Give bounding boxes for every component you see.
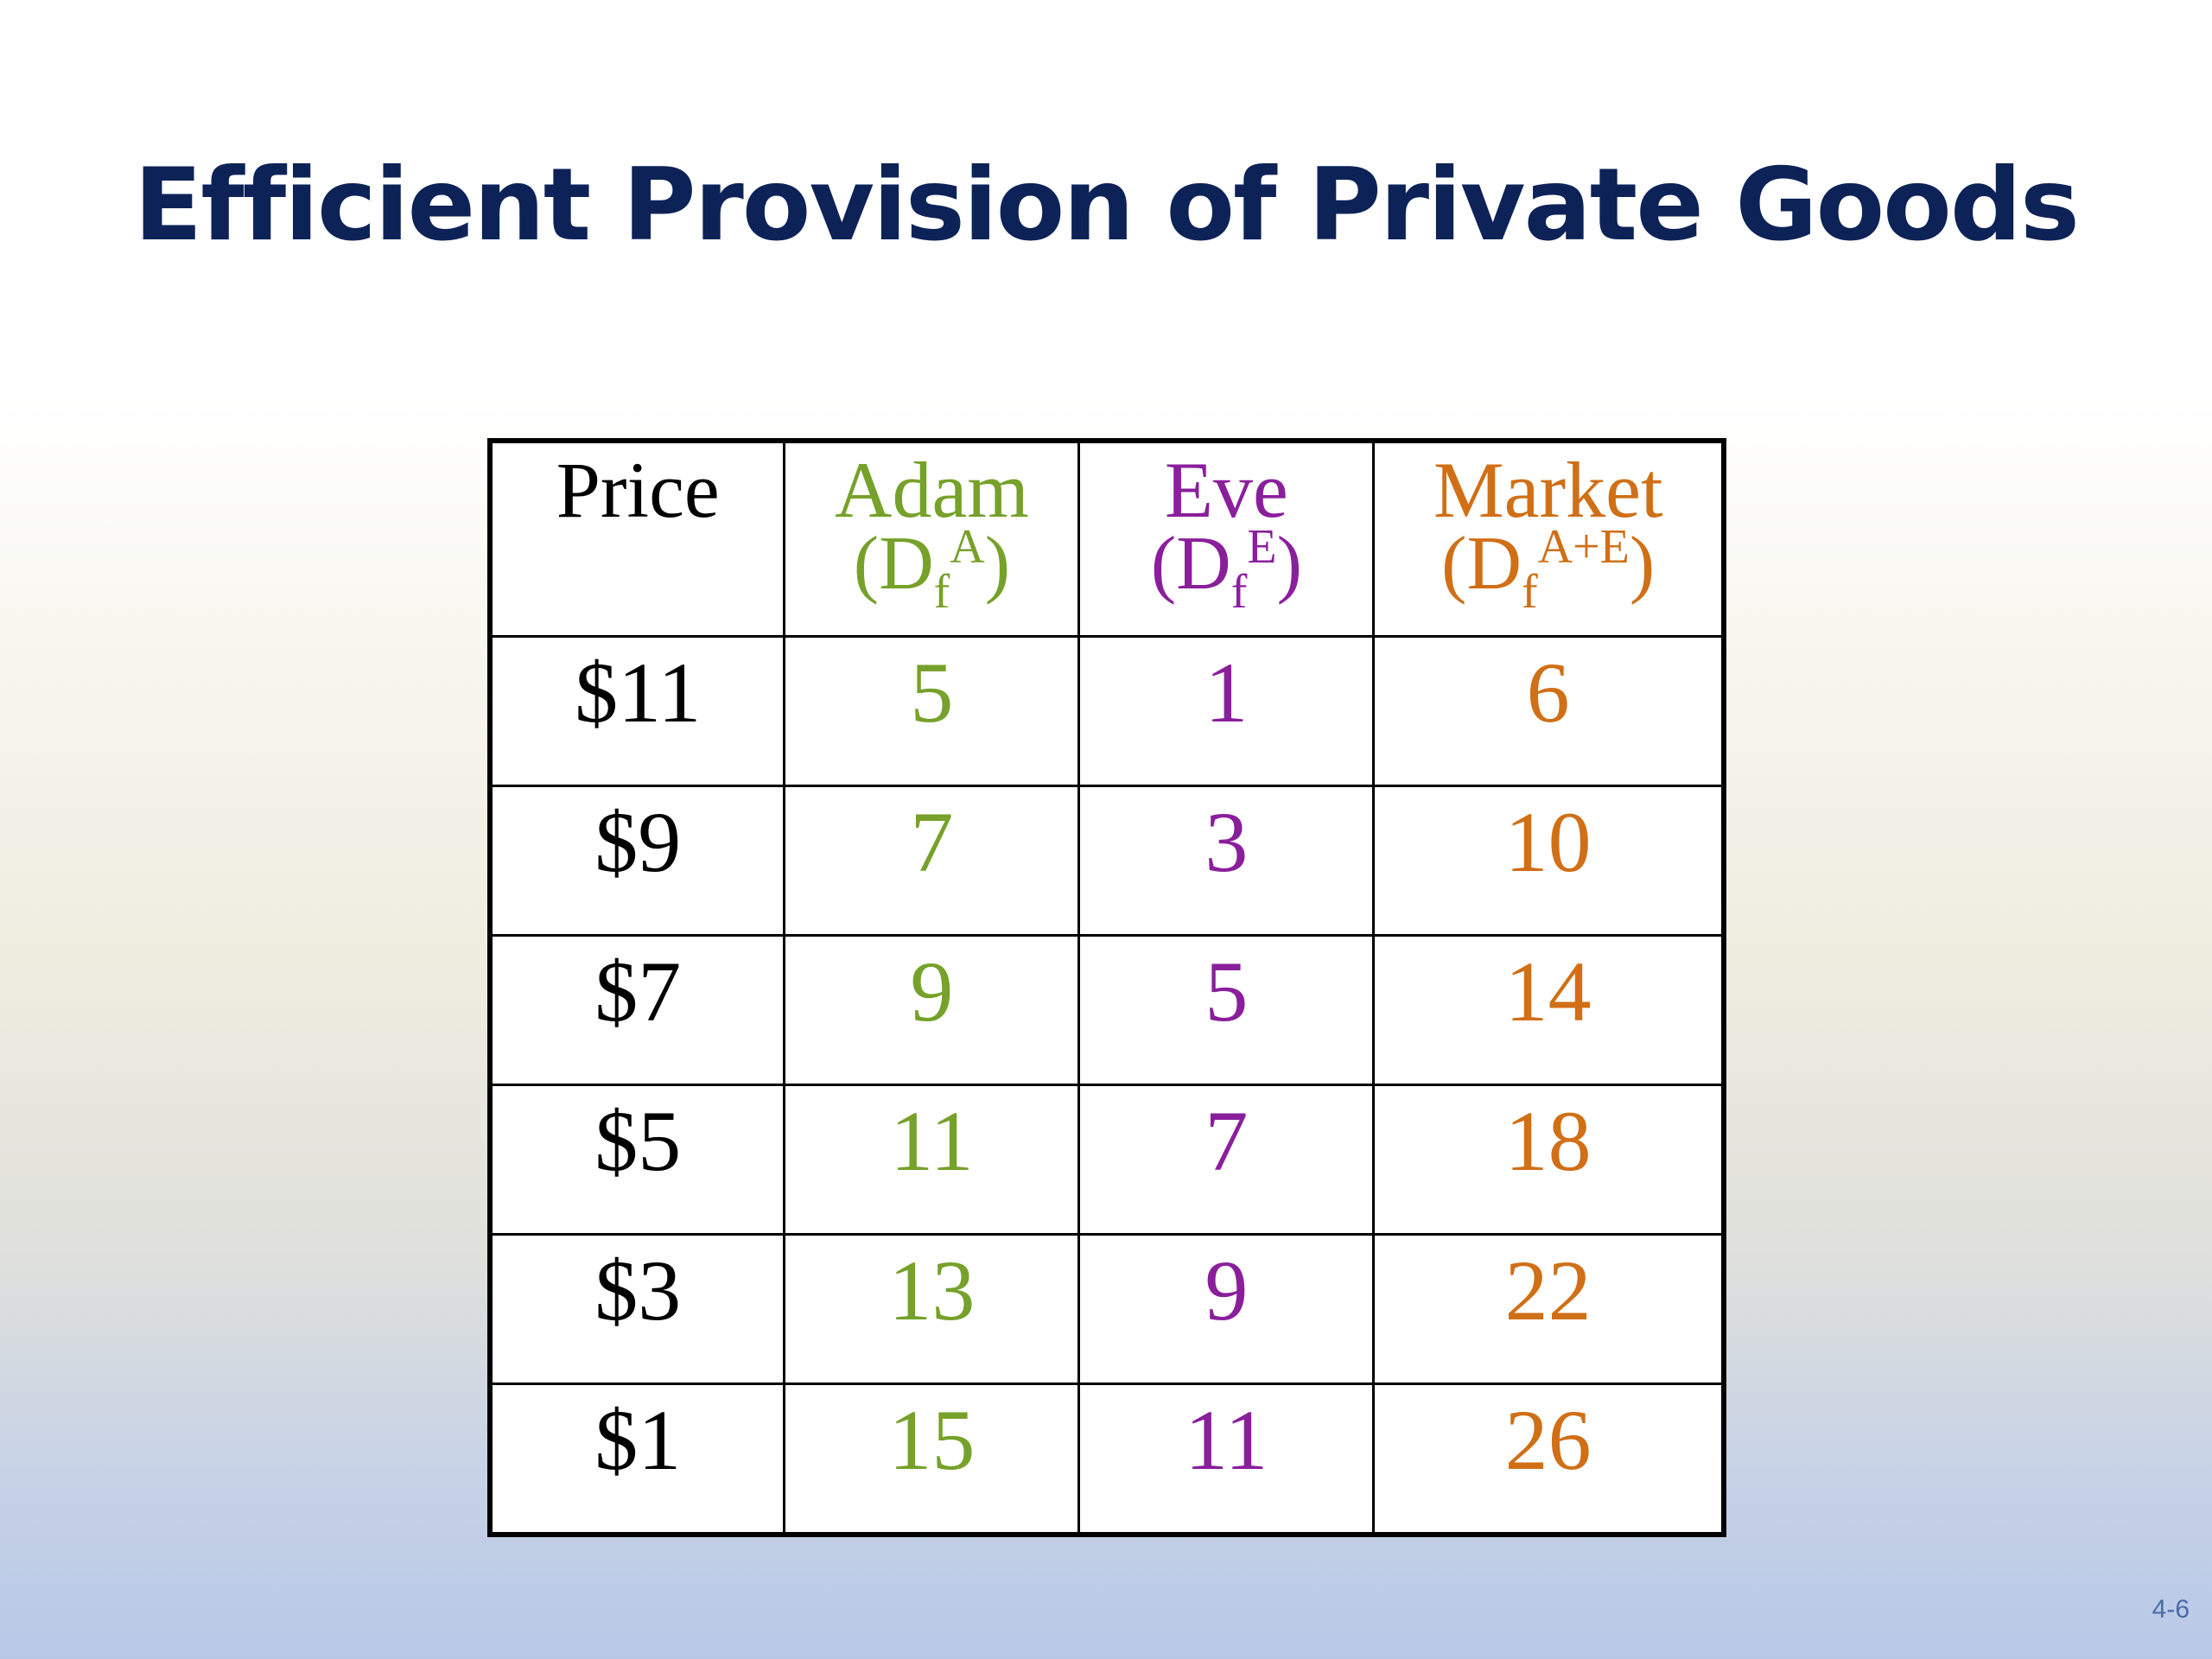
header-market-sup: A+E <box>1537 520 1630 574</box>
adam-cell: 7 <box>783 785 1081 937</box>
table-row: $11 5 1 6 <box>488 635 1726 787</box>
table-row: $9 7 3 10 <box>488 785 1726 937</box>
header-adam-sup: A <box>950 520 985 574</box>
eve-cell: 5 <box>1077 934 1376 1086</box>
table-row: $7 9 5 14 <box>488 934 1726 1086</box>
market-cell: 22 <box>1372 1233 1726 1385</box>
header-eve-notation: (DfE) <box>1080 523 1372 616</box>
header-adam-label: Adam <box>835 446 1029 534</box>
market-cell: 6 <box>1372 635 1726 787</box>
slide-number: 4-6 <box>2152 1595 2190 1624</box>
market-cell: 26 <box>1372 1382 1726 1536</box>
price-cell: $3 <box>488 1233 786 1385</box>
header-adam-prefix: (D <box>853 522 934 606</box>
header-adam-sub: f <box>933 565 950 619</box>
header-eve: Eve (DfE) <box>1077 439 1376 638</box>
header-adam: Adam (DfA) <box>783 439 1081 638</box>
market-cell: 18 <box>1372 1084 1726 1236</box>
header-adam-suffix: ) <box>984 522 1011 606</box>
header-market: Market (DfA+E) <box>1372 439 1726 638</box>
demand-table: Price Adam (DfA) Eve (DfE) Market (DfA+E… <box>487 438 1726 1537</box>
header-eve-prefix: (D <box>1150 522 1231 606</box>
adam-cell: 13 <box>783 1233 1081 1385</box>
price-cell: $1 <box>488 1382 786 1536</box>
header-market-notation: (DfA+E) <box>1375 523 1721 616</box>
header-eve-sub: f <box>1230 565 1248 619</box>
market-cell: 10 <box>1372 785 1726 937</box>
table-row: $1 15 11 26 <box>488 1382 1726 1536</box>
eve-cell: 7 <box>1077 1084 1376 1236</box>
adam-cell: 15 <box>783 1382 1081 1536</box>
header-market-label: Market <box>1433 446 1663 534</box>
price-cell: $9 <box>488 785 786 937</box>
header-market-suffix: ) <box>1629 522 1656 606</box>
table-row: $5 11 7 18 <box>488 1084 1726 1236</box>
slide-title: Efficient Provision of Private Goods <box>134 147 2080 264</box>
adam-cell: 11 <box>783 1084 1081 1236</box>
table-row: $3 13 9 22 <box>488 1233 1726 1385</box>
price-cell: $5 <box>488 1084 786 1236</box>
eve-cell: 3 <box>1077 785 1376 937</box>
header-adam-notation: (DfA) <box>785 523 1077 616</box>
market-cell: 14 <box>1372 934 1726 1086</box>
header-eve-suffix: ) <box>1276 522 1302 606</box>
eve-cell: 1 <box>1077 635 1376 787</box>
adam-cell: 9 <box>783 934 1081 1086</box>
price-cell: $7 <box>488 934 786 1086</box>
eve-cell: 9 <box>1077 1233 1376 1385</box>
header-market-sub: f <box>1522 565 1538 619</box>
price-cell: $11 <box>488 635 786 787</box>
adam-cell: 5 <box>783 635 1081 787</box>
header-price-label: Price <box>556 446 720 534</box>
header-eve-label: Eve <box>1164 446 1288 534</box>
header-row: Price Adam (DfA) Eve (DfE) Market (DfA+E… <box>488 439 1726 638</box>
header-eve-sup: E <box>1247 520 1277 574</box>
header-market-prefix: (D <box>1441 522 1522 606</box>
header-price: Price <box>488 439 786 638</box>
eve-cell: 11 <box>1077 1382 1376 1536</box>
